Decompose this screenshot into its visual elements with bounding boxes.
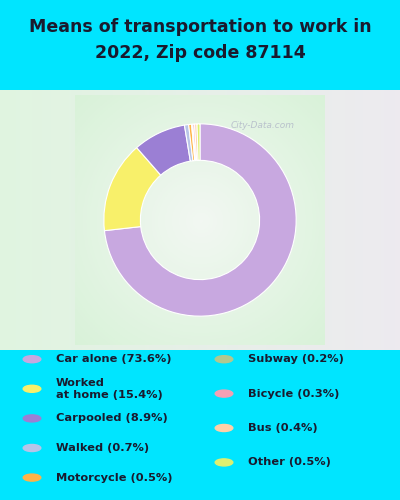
Text: Carpooled (8.9%): Carpooled (8.9%) [56,414,168,424]
Wedge shape [104,148,161,230]
Circle shape [215,424,233,432]
Text: Walked (0.7%): Walked (0.7%) [56,443,149,453]
Text: Bus (0.4%): Bus (0.4%) [248,423,318,433]
Text: City-Data.com: City-Data.com [230,120,294,130]
Wedge shape [137,125,190,175]
Circle shape [215,356,233,362]
Circle shape [23,415,41,422]
Text: Bicycle (0.3%): Bicycle (0.3%) [248,388,339,398]
Text: Car alone (73.6%): Car alone (73.6%) [56,354,172,364]
Wedge shape [193,124,197,160]
Circle shape [23,386,41,392]
Wedge shape [192,124,196,160]
Wedge shape [194,124,198,160]
Wedge shape [189,124,195,161]
Circle shape [23,444,41,452]
Text: Means of transportation to work in
2022, Zip code 87114: Means of transportation to work in 2022,… [29,18,371,62]
Text: Worked
at home (15.4%): Worked at home (15.4%) [56,378,163,400]
Circle shape [23,356,41,362]
Wedge shape [184,124,193,161]
Circle shape [23,474,41,481]
Text: Subway (0.2%): Subway (0.2%) [248,354,344,364]
Text: Motorcycle (0.5%): Motorcycle (0.5%) [56,472,172,482]
Circle shape [215,459,233,466]
Wedge shape [197,124,200,160]
Wedge shape [104,124,296,316]
Circle shape [215,390,233,397]
Text: Other (0.5%): Other (0.5%) [248,458,331,468]
